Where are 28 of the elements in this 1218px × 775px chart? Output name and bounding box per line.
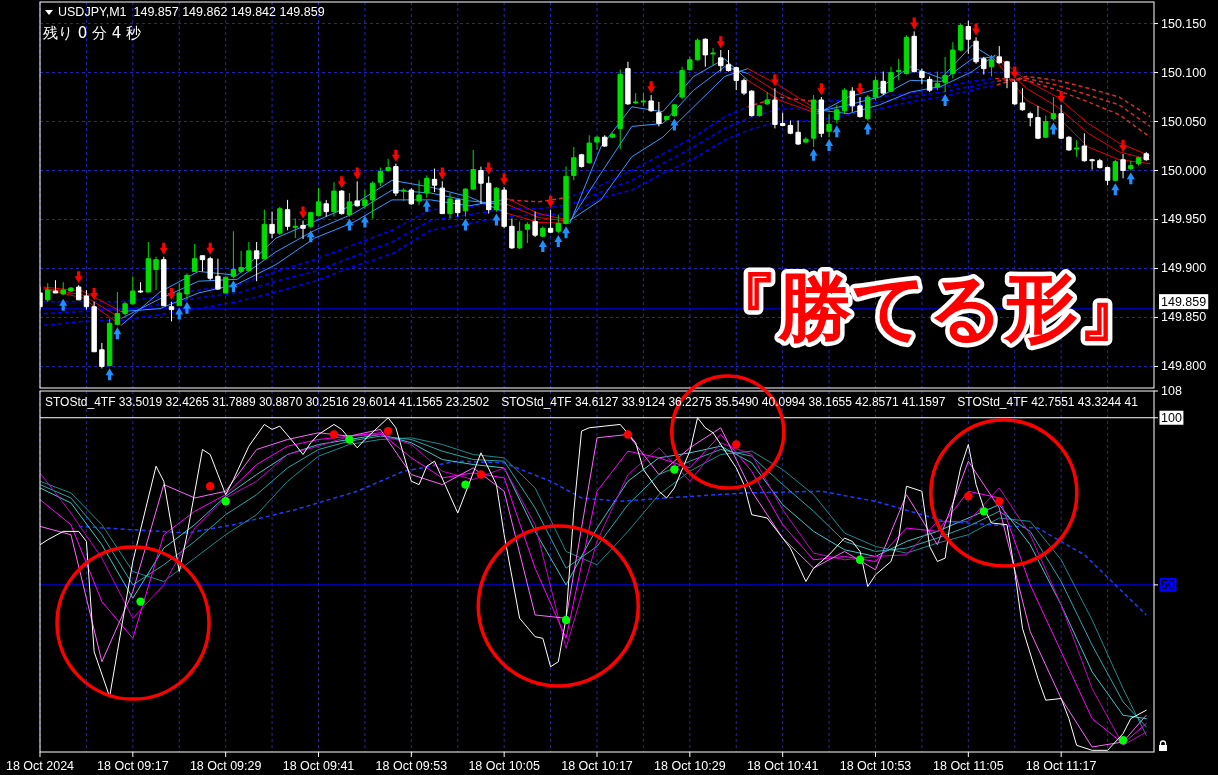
- y-tick-label: 149.900: [1161, 261, 1207, 276]
- y-tick-label: 150.150: [1161, 16, 1207, 31]
- x-tick-label: 18 Oct 10:53: [839, 759, 912, 773]
- x-tick-label: 18 Oct 09:53: [375, 759, 448, 773]
- y-tick-label: 149.800: [1161, 359, 1207, 374]
- y-tick-label: 50: [1161, 577, 1175, 592]
- y-tick-label: 100: [1161, 410, 1182, 425]
- x-tick-label: 18 Oct 10:05: [468, 759, 540, 773]
- annotation: STOStd_4TF 42.7551 43.3244 41: [957, 395, 1139, 409]
- y-tick-label: 149.850: [1161, 310, 1207, 325]
- x-tick-label: 18 Oct 10:41: [746, 759, 819, 773]
- x-tick-label: 18 Oct 09:17: [97, 759, 169, 773]
- x-tick-label: 18 Oct 09:41: [282, 759, 355, 773]
- chart-title: USDJPY,M1 149.857 149.862 149.842 149.859: [58, 5, 325, 19]
- y-tick-label: 108: [1161, 384, 1182, 398]
- text: 残り 0 分 4 秒: [43, 24, 142, 42]
- y-tick-label: 150.050: [1161, 114, 1207, 129]
- annotation: STOStd_4TF 33.5019 32.4265 31.7889 30.8870 30.2516 29.6014 41.1565 23.2502: [45, 395, 490, 409]
- x-tick-label: 18 Oct 10:17: [561, 759, 633, 773]
- y-tick-label: 150.100: [1161, 65, 1207, 80]
- x-tick-label: 18 Oct 2024: [5, 759, 75, 773]
- x-tick-label: 18 Oct 11:05: [933, 759, 1004, 773]
- ref-line-label: 149.859: [1161, 294, 1207, 309]
- y-tick-label: 150.000: [1161, 163, 1207, 178]
- x-tick-label: 18 Oct 11:17: [1025, 759, 1097, 773]
- x-tick-label: 18 Oct 09:29: [189, 759, 262, 773]
- y-tick-label: 149.950: [1161, 212, 1207, 227]
- x-tick-label: 18 Oct 10:29: [654, 759, 726, 773]
